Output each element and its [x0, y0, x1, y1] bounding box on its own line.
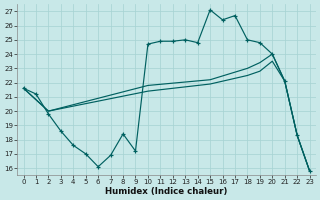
X-axis label: Humidex (Indice chaleur): Humidex (Indice chaleur) — [105, 187, 228, 196]
